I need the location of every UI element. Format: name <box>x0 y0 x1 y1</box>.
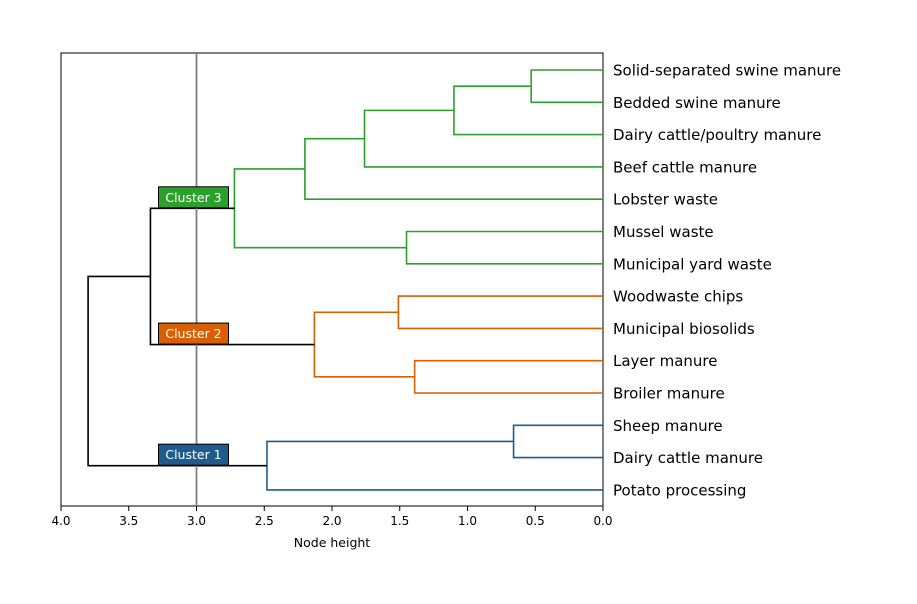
leaf-label: Layer manure <box>613 352 717 370</box>
x-tick-label: 2.5 <box>255 514 274 528</box>
cluster-label: Cluster 1 <box>165 447 221 462</box>
dendrogram-link <box>413 359 603 394</box>
cluster-box <box>158 186 229 209</box>
dendrogram-link <box>266 440 603 491</box>
cluster-labels: Cluster 3 Cluster 2 Cluster 1 <box>158 186 229 466</box>
dendrogram-link <box>512 424 603 459</box>
x-axis-title: Node height <box>294 535 371 550</box>
dendrogram-link <box>304 137 603 200</box>
leaf-label: Mussel waste <box>613 223 714 241</box>
leaf-label: Solid-separated swine manure <box>613 62 841 80</box>
dendrogram-link <box>405 230 603 265</box>
x-tick-label: 1.5 <box>390 514 409 528</box>
plot-frame <box>60 52 604 507</box>
x-tick-label: 0.5 <box>526 514 545 528</box>
leaf-label: Dairy cattle manure <box>613 449 763 467</box>
cluster-label: Cluster 3 <box>165 190 221 205</box>
leaf-label: Beef cattle manure <box>613 158 757 176</box>
x-tick-label: 1.0 <box>458 514 477 528</box>
x-tick-label: 3.0 <box>187 514 206 528</box>
leaf-label: Sheep manure <box>613 417 723 435</box>
leaf-label: Woodwaste chips <box>613 288 743 306</box>
dendrogram-link <box>397 295 603 330</box>
dendrogram-link <box>453 85 603 136</box>
cluster-label: Cluster 2 <box>165 326 221 341</box>
x-tick-label: 3.5 <box>119 514 138 528</box>
leaf-label: Broiler manure <box>613 385 725 403</box>
dendrogram-link <box>233 168 407 249</box>
x-axis: 4.0 3.5 3.0 2.5 2.0 1.5 1.0 0.5 0.0 <box>51 506 613 528</box>
dendrogram-link <box>87 275 267 467</box>
x-tick-label: 0.0 <box>593 514 612 528</box>
dendrogram-link <box>530 69 603 104</box>
dendrogram-links <box>87 69 603 491</box>
leaf-label: Municipal biosolids <box>613 320 755 338</box>
x-tick-label: 2.0 <box>322 514 341 528</box>
leaf-label: Bedded swine manure <box>613 94 781 112</box>
leaf-label: Lobster waste <box>613 191 718 209</box>
dendrogram-link <box>313 311 415 378</box>
cluster-box <box>158 322 229 345</box>
leaf-label: Potato processing <box>613 481 746 499</box>
leaf-label: Municipal yard waste <box>613 255 772 273</box>
x-tick-label: 4.0 <box>51 514 70 528</box>
plot-border <box>60 52 604 507</box>
cluster-box <box>158 443 229 466</box>
leaf-label: Dairy cattle/poultry manure <box>613 126 821 144</box>
dendrogram-link <box>363 109 603 168</box>
leaf-labels: Solid-separated swine manure Bedded swine… <box>613 62 841 500</box>
